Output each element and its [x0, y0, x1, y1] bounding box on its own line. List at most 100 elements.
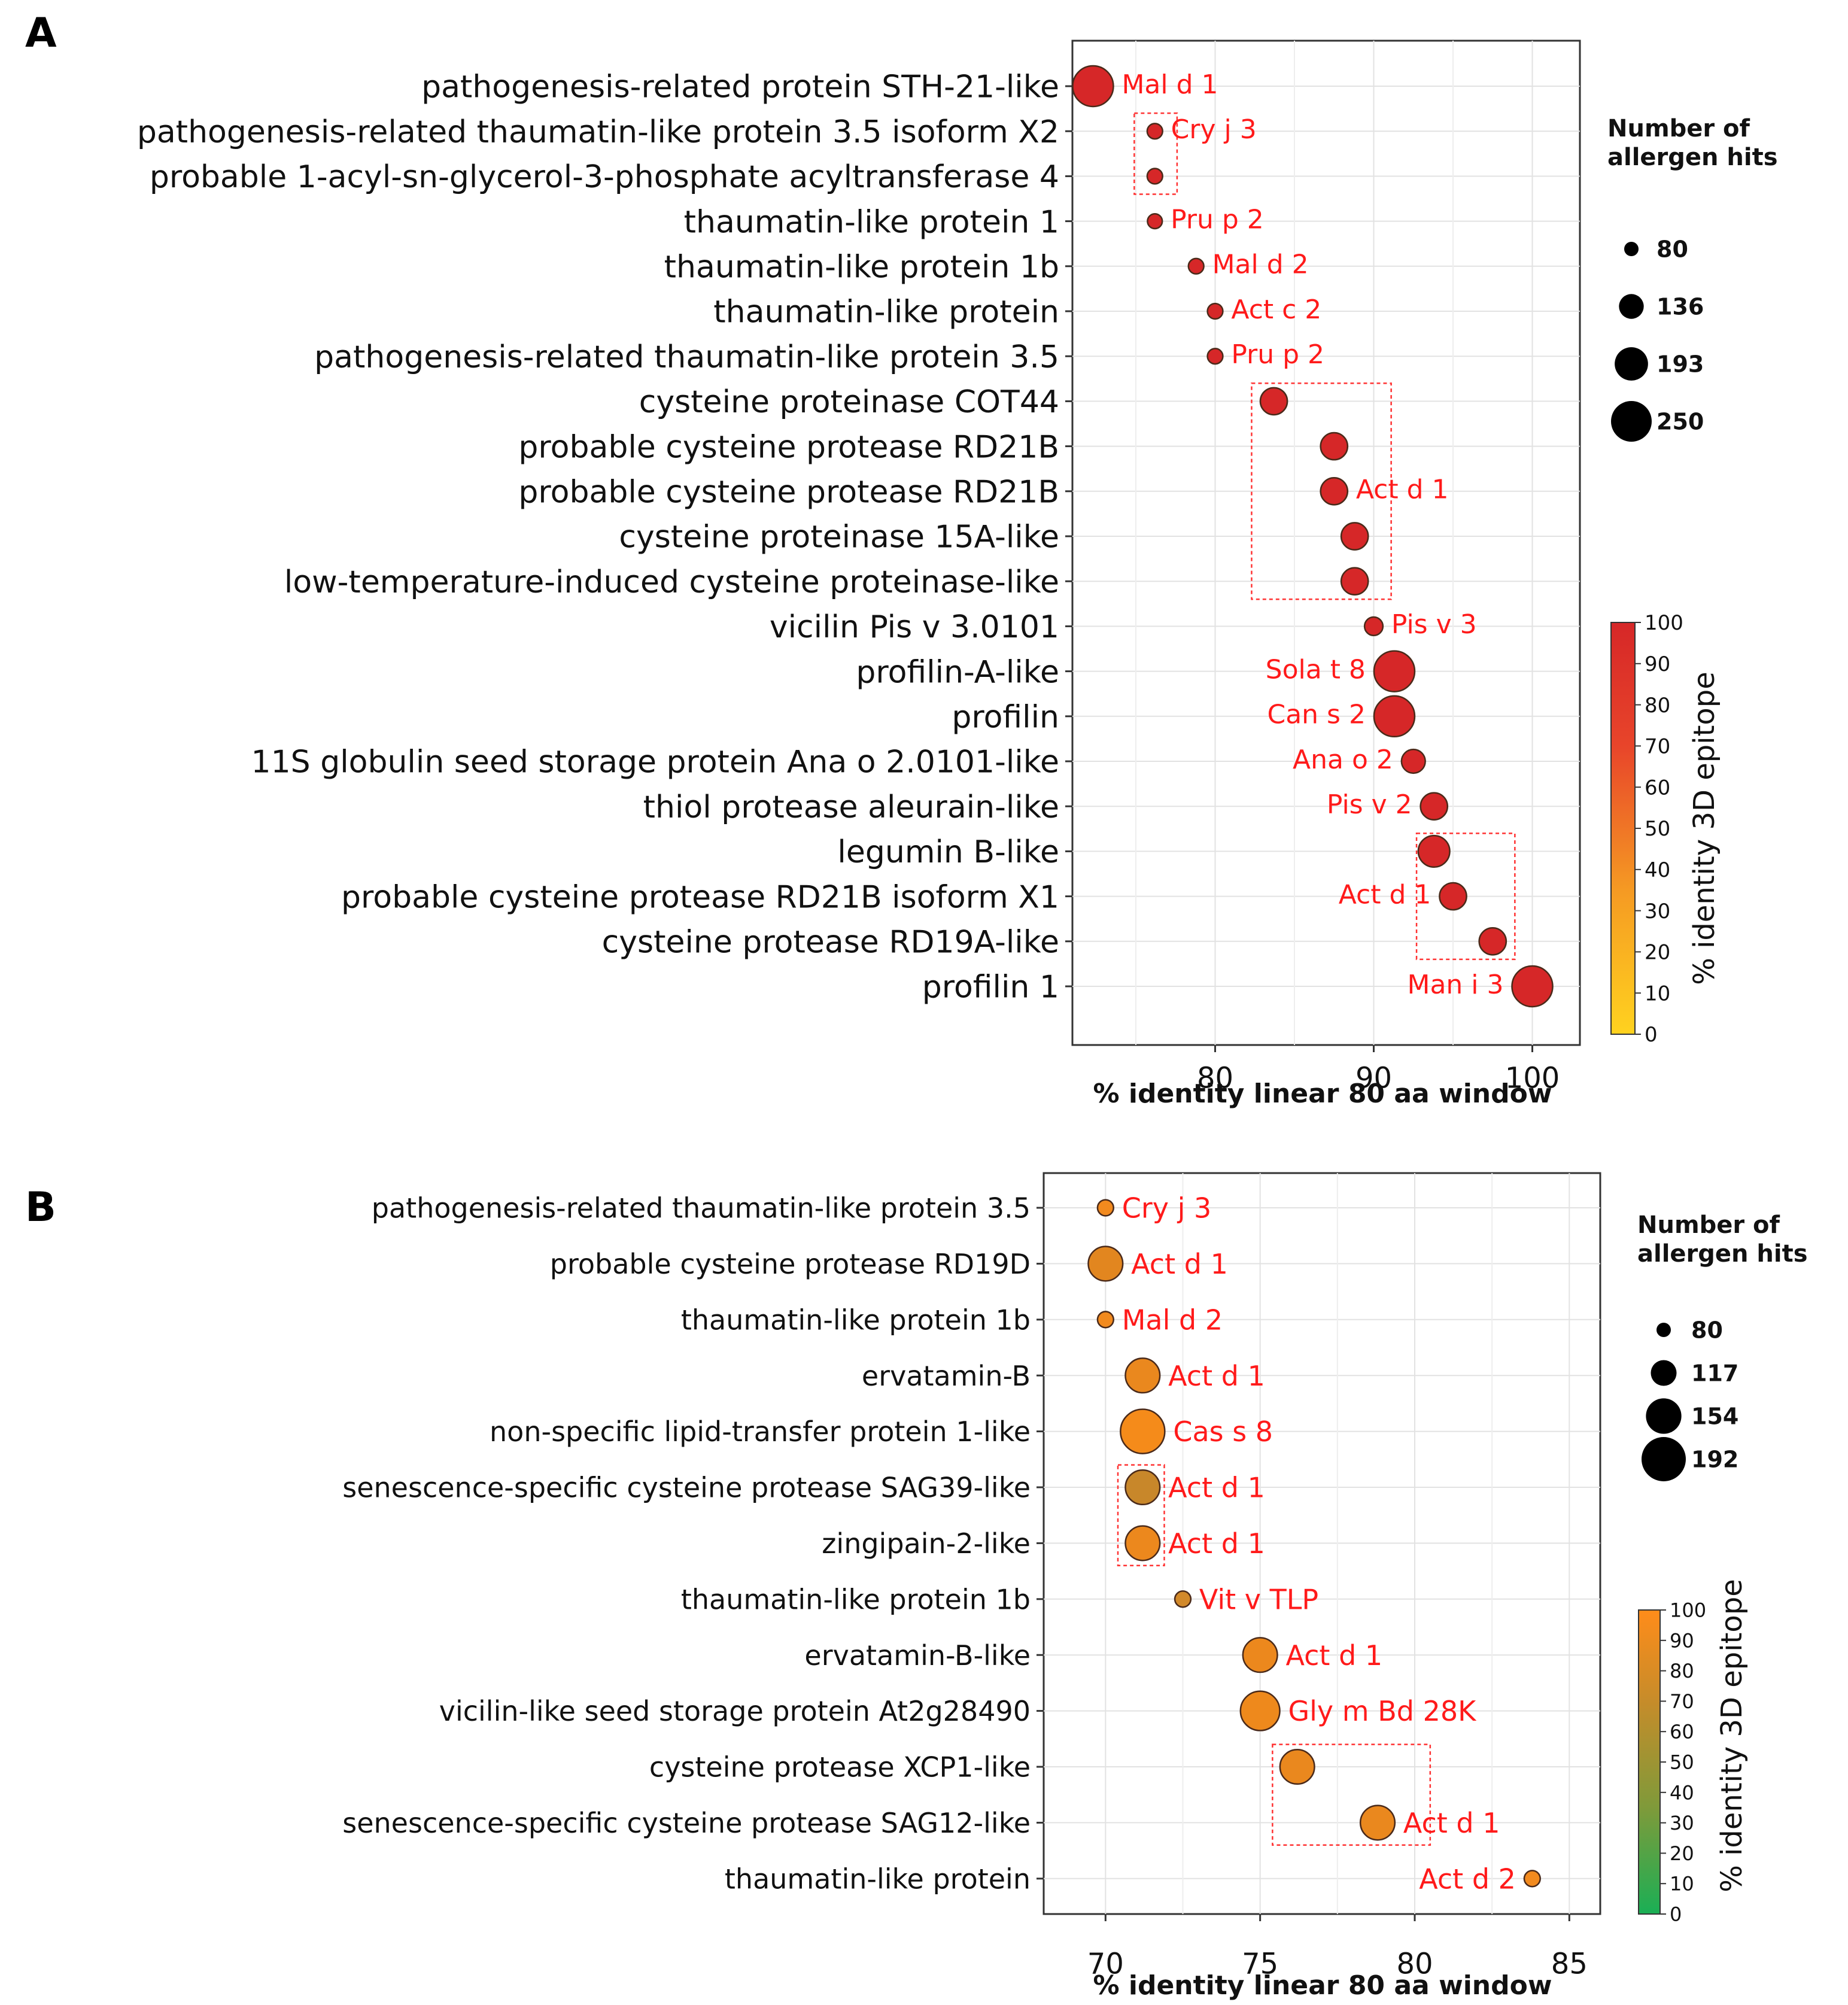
panel-b-points: [1087, 1199, 1541, 1888]
panel-b-size-legend: 80 117 154 192: [1642, 1317, 1738, 1481]
panel-a-colorbar-tick-label: 80: [1645, 694, 1670, 718]
panel-b-allergen-label: Gly m Bd 28K: [1288, 1695, 1478, 1727]
panel-b-colorbar-tick-label: 80: [1670, 1660, 1694, 1682]
panel-a-allergen-label: Pru p 2: [1171, 204, 1264, 235]
panel-b-colorbar-tick-label: 90: [1670, 1629, 1694, 1652]
panel-a-colorbar-label: % identity 3D epitope: [1688, 672, 1721, 985]
panel-b-colorbar-tick-label: 10: [1670, 1873, 1694, 1895]
panel-a-allergen-labels: Mal d 1 Cry j 3 Pru p 2 Mal d 2 Act c 2 Pru p…: [1121, 69, 1503, 1000]
panel-b-protein-label: ervatamin-B-like: [804, 1639, 1031, 1672]
panel-b-x-tick-label: 75: [1242, 1947, 1278, 1980]
panel-a-protein-label: pathogenesis-related thaumatin-like prot…: [137, 114, 1059, 150]
panel-a-allergen-label: Can s 2: [1267, 700, 1365, 730]
panel-a-allergen-label: Sola t 8: [1266, 654, 1366, 685]
panel-a-colorbar-tick-label: 70: [1645, 735, 1670, 759]
panel-b-size-legend-value: 117: [1691, 1360, 1738, 1387]
panel-a-protein-label: thaumatin-like protein 1: [684, 204, 1059, 240]
panel-a-allergen-label: Ana o 2: [1293, 745, 1393, 775]
panel-b-protein-label: senescence-specific cysteine protease SA…: [342, 1472, 1031, 1504]
panel-a-size-legend-title-1: Number of: [1607, 115, 1750, 142]
panel-b-allergen-label: Act d 1: [1403, 1807, 1500, 1839]
panel-b-colorbar-tick-label: 0: [1670, 1903, 1682, 1926]
panel-a-data-point: [1439, 882, 1467, 911]
panel-a-protein-label: legumin B-like: [837, 834, 1059, 870]
panel-a-size-legend-value: 80: [1656, 236, 1688, 263]
panel-a-protein-label: pathogenesis-related protein STH-21-like: [421, 69, 1059, 105]
panel-a-size-legend-marker: [1611, 401, 1652, 442]
panel-b-data-point: [1174, 1590, 1192, 1608]
panel-b-protein-label: zingipain-2-like: [822, 1527, 1031, 1560]
panel-b-data-point: [1087, 1245, 1124, 1282]
panel-b-data-point: [1096, 1199, 1114, 1217]
panel-a-protein-label: probable 1-acyl-sn-glycerol-3-phosphate …: [150, 159, 1059, 195]
panel-b-protein-label: vicilin-like seed storage protein At2g28…: [439, 1695, 1031, 1727]
panel-b-protein-label: thaumatin-like protein 1b: [681, 1304, 1031, 1336]
panel-b-colorbar-tick-label: 50: [1670, 1751, 1694, 1774]
panel-b-allergen-label: Act d 1: [1131, 1248, 1228, 1280]
panel-a-data-point: [1340, 567, 1369, 596]
panel-a-data-point: [1340, 522, 1369, 551]
panel-a-colorbar-tick-label: 60: [1645, 776, 1670, 800]
panel-b-size-legend-title-2: allergen hits: [1637, 1240, 1808, 1268]
panel-a-data-point: [1187, 257, 1205, 275]
panel-a-colorbar-tick-label: 40: [1645, 858, 1670, 882]
panel-b-protein-label: cysteine protease XCP1-like: [649, 1751, 1031, 1784]
panel-b-protein-label: thaumatin-like protein: [725, 1863, 1031, 1895]
panel-b-highlight-box: [1272, 1743, 1431, 1846]
panel-b-highlight-boxes: [1117, 1464, 1431, 1846]
panel-b-size-legend-marker: [1646, 1398, 1682, 1434]
panel-a-allergen-label: Act d 1: [1356, 475, 1449, 505]
panel-a-allergen-label: Act c 2: [1231, 294, 1321, 325]
panel-a-colorbar-tick-label: 10: [1645, 982, 1670, 1005]
panel-b-colorbar-tick-label: 100: [1670, 1599, 1706, 1622]
panel-a-data-point: [1206, 348, 1224, 365]
panel-a-plot-frame: [1071, 40, 1581, 1046]
panel-a-allergen-label: Man i 3: [1407, 970, 1503, 1000]
panel-b-data-point: [1096, 1311, 1114, 1329]
panel-b: B pathogenesis-related thaumatin-like pr…: [25, 1172, 1808, 2001]
panel-a-protein-label: 11S globulin seed storage protein Ana o …: [251, 745, 1059, 780]
panel-a-colorbar: [1610, 622, 1636, 1035]
panel-a-data-point: [1373, 650, 1416, 692]
panel-a-data-point: [1320, 432, 1349, 461]
panel-a-data-point: [1400, 748, 1426, 774]
panel-a-protein-labels: pathogenesis-related protein STH-21-like…: [137, 69, 1072, 1005]
panel-a-protein-label: profilin 1: [922, 970, 1059, 1005]
panel-b-size-legend-value: 154: [1691, 1404, 1738, 1430]
panel-a-data-point: [1320, 476, 1349, 506]
panel-a-x-tick-label: 90: [1355, 1061, 1392, 1095]
panel-a-data-point: [1363, 616, 1384, 637]
panel-b-allergen-label: Act d 2: [1419, 1863, 1516, 1895]
panel-b-data-point: [1279, 1748, 1315, 1785]
panel-a-protein-label: profilin: [952, 700, 1059, 736]
panel-b-protein-label: thaumatin-like protein 1b: [681, 1583, 1031, 1615]
panel-b-protein-label: probable cysteine protease RD19D: [550, 1248, 1031, 1280]
panel-a-data-point: [1146, 168, 1163, 185]
panel-a-data-point: [1259, 387, 1288, 416]
panel-a-data-point: [1373, 695, 1416, 738]
panel-a-x-tick-label: 80: [1197, 1061, 1233, 1095]
panel-a-size-legend-marker: [1619, 294, 1644, 319]
panel-a-colorbar-ticks: 0 10 20 30 40 50 60 70 80 90 100: [1635, 611, 1683, 1047]
panel-a-protein-label: thaumatin-like protein: [713, 294, 1059, 330]
panel-a-highlight-box: [1133, 112, 1178, 195]
panel-a-data-point: [1478, 926, 1507, 956]
panel-b-allergen-label: Act d 1: [1285, 1639, 1382, 1672]
panel-a-protein-label: low-temperature-induced cysteine protein…: [284, 564, 1059, 600]
panel-b-x-tick-label: 85: [1551, 1947, 1588, 1980]
panel-b-data-point: [1124, 1525, 1161, 1562]
panel-a-colorbar-tick-label: 0: [1645, 1023, 1658, 1047]
panel-b-size-legend-title-1: Number of: [1637, 1211, 1780, 1239]
panel-b-protein-labels: pathogenesis-related thaumatin-like prot…: [342, 1192, 1044, 1895]
panel-b-x-tick-label: 70: [1087, 1947, 1124, 1980]
panel-a-x-axis-label: % identity linear 80 aa window: [1093, 1079, 1552, 1109]
panel-a-data-point: [1146, 123, 1163, 140]
panel-b-colorbar-tick-label: 70: [1670, 1690, 1694, 1713]
panel-a-protein-label: cysteine protease RD19A-like: [602, 925, 1059, 961]
panel-a-protein-label: thaumatin-like protein 1b: [664, 250, 1059, 285]
panel-a-data-point: [1511, 965, 1554, 1008]
panel-b-data-point: [1120, 1408, 1166, 1454]
panel-b-data-point: [1523, 1870, 1541, 1888]
panel-b-size-legend-marker: [1642, 1437, 1686, 1481]
